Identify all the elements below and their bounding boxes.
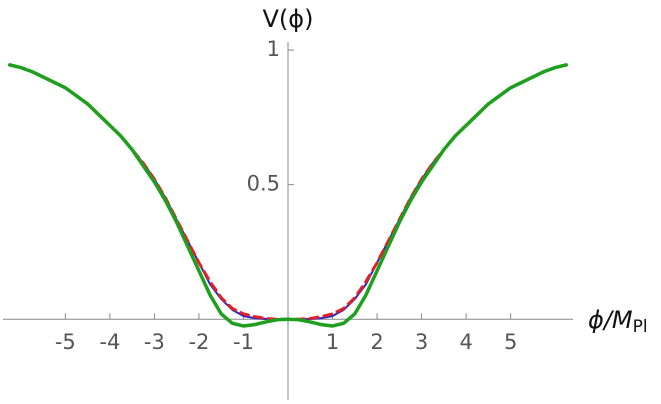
x-tick-label: 1 [326,330,339,354]
x-tick-label: 4 [459,330,472,354]
x-tick-label: 3 [415,330,428,354]
x-tick-label: -5 [55,330,76,354]
x-tick-label: 5 [504,330,517,354]
x-axis-title: ϕ/MPl [588,306,648,337]
y-tick-label: 0.5 [247,172,280,196]
y-tick-label: 1 [267,37,280,61]
x-tick-label: -2 [188,330,209,354]
x-tick-label: -1 [233,330,254,354]
x-tick-label: -4 [99,330,120,354]
y-axis-title: V(ϕ) [263,5,314,33]
x-tick-label: 2 [370,330,383,354]
curve [7,63,569,328]
x-axis-title-sub: Pl [633,317,648,337]
x-axis-title-main: ϕ/M [588,306,633,334]
x-tick-label: -3 [144,330,165,354]
